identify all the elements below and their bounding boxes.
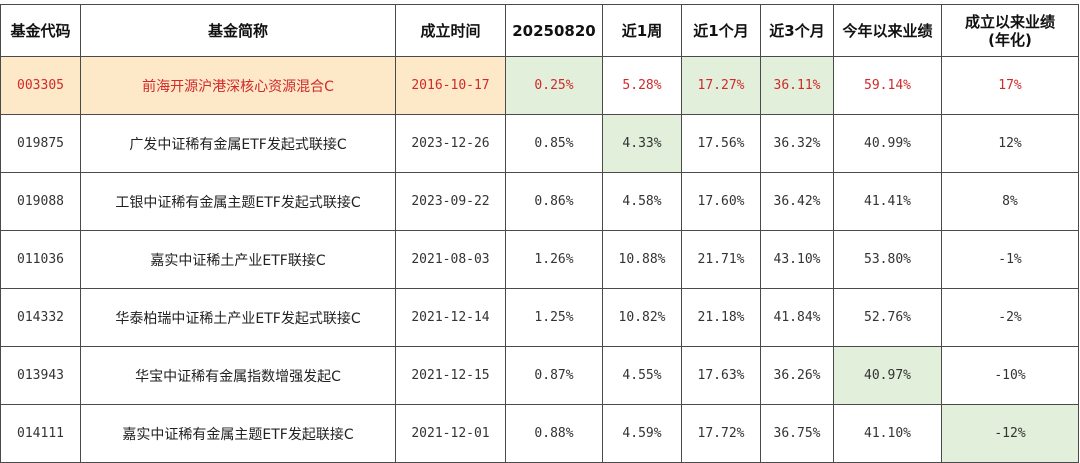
ytd-return-cell: 53.80% [833, 230, 942, 289]
month-return-cell: 17.56% [681, 114, 761, 173]
ytd-return-cell: 41.41% [833, 172, 942, 231]
daily-return-cell: 0.87% [505, 346, 603, 405]
daily-return-cell: 0.25% [505, 56, 603, 115]
quarter-return-cell: 43.10% [760, 230, 834, 289]
table-row: 013943 华宝中证稀有金属指数增强发起C 2021-12-15 0.87% … [0, 346, 1079, 405]
fund-name-cell: 工银中证稀有金属主题ETF发起式联接C [80, 172, 396, 231]
week-return-cell: 10.88% [602, 230, 682, 289]
fund-name-cell: 广发中证稀有金属ETF发起式联接C [80, 114, 396, 173]
fund-name-cell: 前海开源沪港深核心资源混合C [80, 56, 396, 115]
table-row: 011036 嘉实中证稀土产业ETF联接C 2021-08-03 1.26% 1… [0, 230, 1079, 289]
quarter-return-cell: 36.75% [760, 404, 834, 463]
quarter-return-cell: 36.26% [760, 346, 834, 405]
since-inception-cell: -1% [941, 230, 1079, 289]
since-inception-cell: -2% [941, 288, 1079, 347]
header-3-month: 近3个月 [760, 4, 834, 57]
fund-comparison-table-view: 基金代码 基金简称 成立时间 20250820 近1周 近1个月 近3个月 今年… [0, 4, 1079, 463]
inception-date-cell: 2021-12-01 [395, 404, 506, 463]
header-fund-code: 基金代码 [0, 4, 81, 57]
ytd-return-cell: 41.10% [833, 404, 942, 463]
fund-table: 基金代码 基金简称 成立时间 20250820 近1周 近1个月 近3个月 今年… [0, 4, 1079, 463]
week-return-cell: 4.59% [602, 404, 682, 463]
since-inception-cell: -12% [941, 404, 1079, 463]
quarter-return-cell: 36.32% [760, 114, 834, 173]
inception-date-cell: 2016-10-17 [395, 56, 506, 115]
header-ytd: 今年以来业绩 [833, 4, 942, 57]
month-return-cell: 17.63% [681, 346, 761, 405]
header-fund-name: 基金简称 [80, 4, 396, 57]
header-inception-date: 成立时间 [395, 4, 506, 57]
table-row: 003305 前海开源沪港深核心资源混合C 2016-10-17 0.25% 5… [0, 56, 1079, 115]
table-row: 019875 广发中证稀有金属ETF发起式联接C 2023-12-26 0.85… [0, 114, 1079, 173]
fund-code-cell: 013943 [0, 346, 81, 405]
month-return-cell: 21.71% [681, 230, 761, 289]
table-row: 014332 华泰柏瑞中证稀土产业ETF发起式联接C 2021-12-14 1.… [0, 288, 1079, 347]
week-return-cell: 4.58% [602, 172, 682, 231]
inception-date-cell: 2021-12-14 [395, 288, 506, 347]
month-return-cell: 17.72% [681, 404, 761, 463]
fund-code-cell: 014332 [0, 288, 81, 347]
quarter-return-cell: 36.42% [760, 172, 834, 231]
since-inception-cell: 12% [941, 114, 1079, 173]
week-return-cell: 5.28% [602, 56, 682, 115]
month-return-cell: 17.60% [681, 172, 761, 231]
daily-return-cell: 0.85% [505, 114, 603, 173]
fund-code-cell: 019875 [0, 114, 81, 173]
header-1-week: 近1周 [602, 4, 682, 57]
since-inception-cell: 17% [941, 56, 1079, 115]
fund-name-cell: 嘉实中证稀有金属主题ETF发起联接C [80, 404, 396, 463]
ytd-return-cell: 52.76% [833, 288, 942, 347]
fund-name-cell: 华宝中证稀有金属指数增强发起C [80, 346, 396, 405]
week-return-cell: 4.33% [602, 114, 682, 173]
daily-return-cell: 1.26% [505, 230, 603, 289]
table-header-row: 基金代码 基金简称 成立时间 20250820 近1周 近1个月 近3个月 今年… [0, 4, 1079, 57]
header-1-month: 近1个月 [681, 4, 761, 57]
table-row: 014111 嘉实中证稀有金属主题ETF发起联接C 2021-12-01 0.8… [0, 404, 1079, 463]
since-inception-cell: -10% [941, 346, 1079, 405]
fund-code-cell: 014111 [0, 404, 81, 463]
week-return-cell: 10.82% [602, 288, 682, 347]
ytd-return-cell: 40.97% [833, 346, 942, 405]
header-annualized-label: (年化) [988, 30, 1032, 49]
header-since-inception: 成立以来业绩 (年化) [941, 4, 1079, 57]
fund-name-cell: 华泰柏瑞中证稀土产业ETF发起式联接C [80, 288, 396, 347]
week-return-cell: 4.55% [602, 346, 682, 405]
daily-return-cell: 0.88% [505, 404, 603, 463]
header-since-inception-label: 成立以来业绩 [964, 12, 1055, 31]
quarter-return-cell: 36.11% [760, 56, 834, 115]
inception-date-cell: 2023-12-26 [395, 114, 506, 173]
header-daily-date: 20250820 [505, 4, 603, 57]
month-return-cell: 17.27% [681, 56, 761, 115]
inception-date-cell: 2023-09-22 [395, 172, 506, 231]
fund-code-cell: 019088 [0, 172, 81, 231]
month-return-cell: 21.18% [681, 288, 761, 347]
since-inception-cell: 8% [941, 172, 1079, 231]
ytd-return-cell: 59.14% [833, 56, 942, 115]
ytd-return-cell: 40.99% [833, 114, 942, 173]
table-row: 019088 工银中证稀有金属主题ETF发起式联接C 2023-09-22 0.… [0, 172, 1079, 231]
daily-return-cell: 0.86% [505, 172, 603, 231]
inception-date-cell: 2021-12-15 [395, 346, 506, 405]
fund-code-cell: 011036 [0, 230, 81, 289]
fund-name-cell: 嘉实中证稀土产业ETF联接C [80, 230, 396, 289]
daily-return-cell: 1.25% [505, 288, 603, 347]
fund-code-cell: 003305 [0, 56, 81, 115]
quarter-return-cell: 41.84% [760, 288, 834, 347]
inception-date-cell: 2021-08-03 [395, 230, 506, 289]
